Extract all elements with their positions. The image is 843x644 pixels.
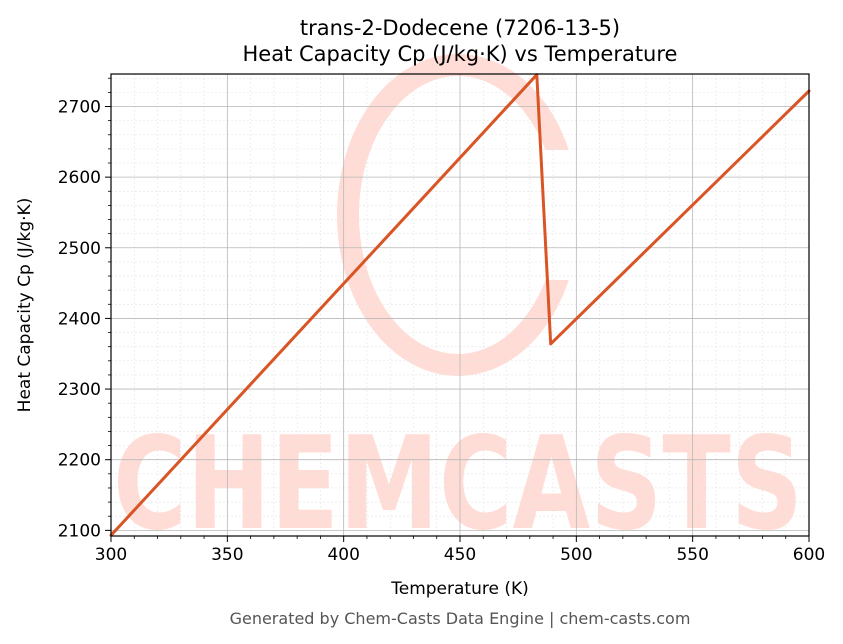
tick-labels: 300 350 400 450 500 550 600 2100 2200 2300 2400 250… bbox=[58, 97, 825, 565]
y-tick-label: 2600 bbox=[58, 168, 101, 188]
watermark-text: CHEMCASTS bbox=[113, 410, 803, 559]
watermark-ring-gap bbox=[470, 150, 580, 280]
watermark: CHEMCASTS bbox=[113, 54, 803, 559]
y-axis-label: Heat Capacity Cp (J/kg·K) bbox=[15, 198, 35, 413]
x-axis-label: Temperature (K) bbox=[390, 579, 529, 599]
x-tick-label: 350 bbox=[211, 545, 243, 565]
y-tick-label: 2500 bbox=[58, 239, 101, 259]
chart-subtitle: Heat Capacity Cp (J/kg·K) vs Temperature bbox=[243, 42, 678, 66]
x-tick-label: 450 bbox=[444, 545, 476, 565]
y-tick-label: 2200 bbox=[58, 451, 101, 471]
y-tick-label: 2400 bbox=[58, 309, 101, 329]
x-tick-label: 500 bbox=[560, 545, 592, 565]
ticks bbox=[105, 77, 810, 542]
x-tick-label: 300 bbox=[95, 545, 127, 565]
x-tick-label: 400 bbox=[327, 545, 359, 565]
y-tick-label: 2300 bbox=[58, 380, 101, 400]
chart-title: trans-2-Dodecene (7206-13-5) bbox=[300, 16, 620, 40]
x-tick-label: 600 bbox=[793, 545, 825, 565]
x-tick-label: 550 bbox=[676, 545, 708, 565]
footer-credit: Generated by Chem-Casts Data Engine | ch… bbox=[230, 609, 691, 628]
y-tick-label: 2100 bbox=[58, 521, 101, 541]
y-tick-label: 2700 bbox=[58, 97, 101, 117]
series-line bbox=[109, 73, 811, 537]
